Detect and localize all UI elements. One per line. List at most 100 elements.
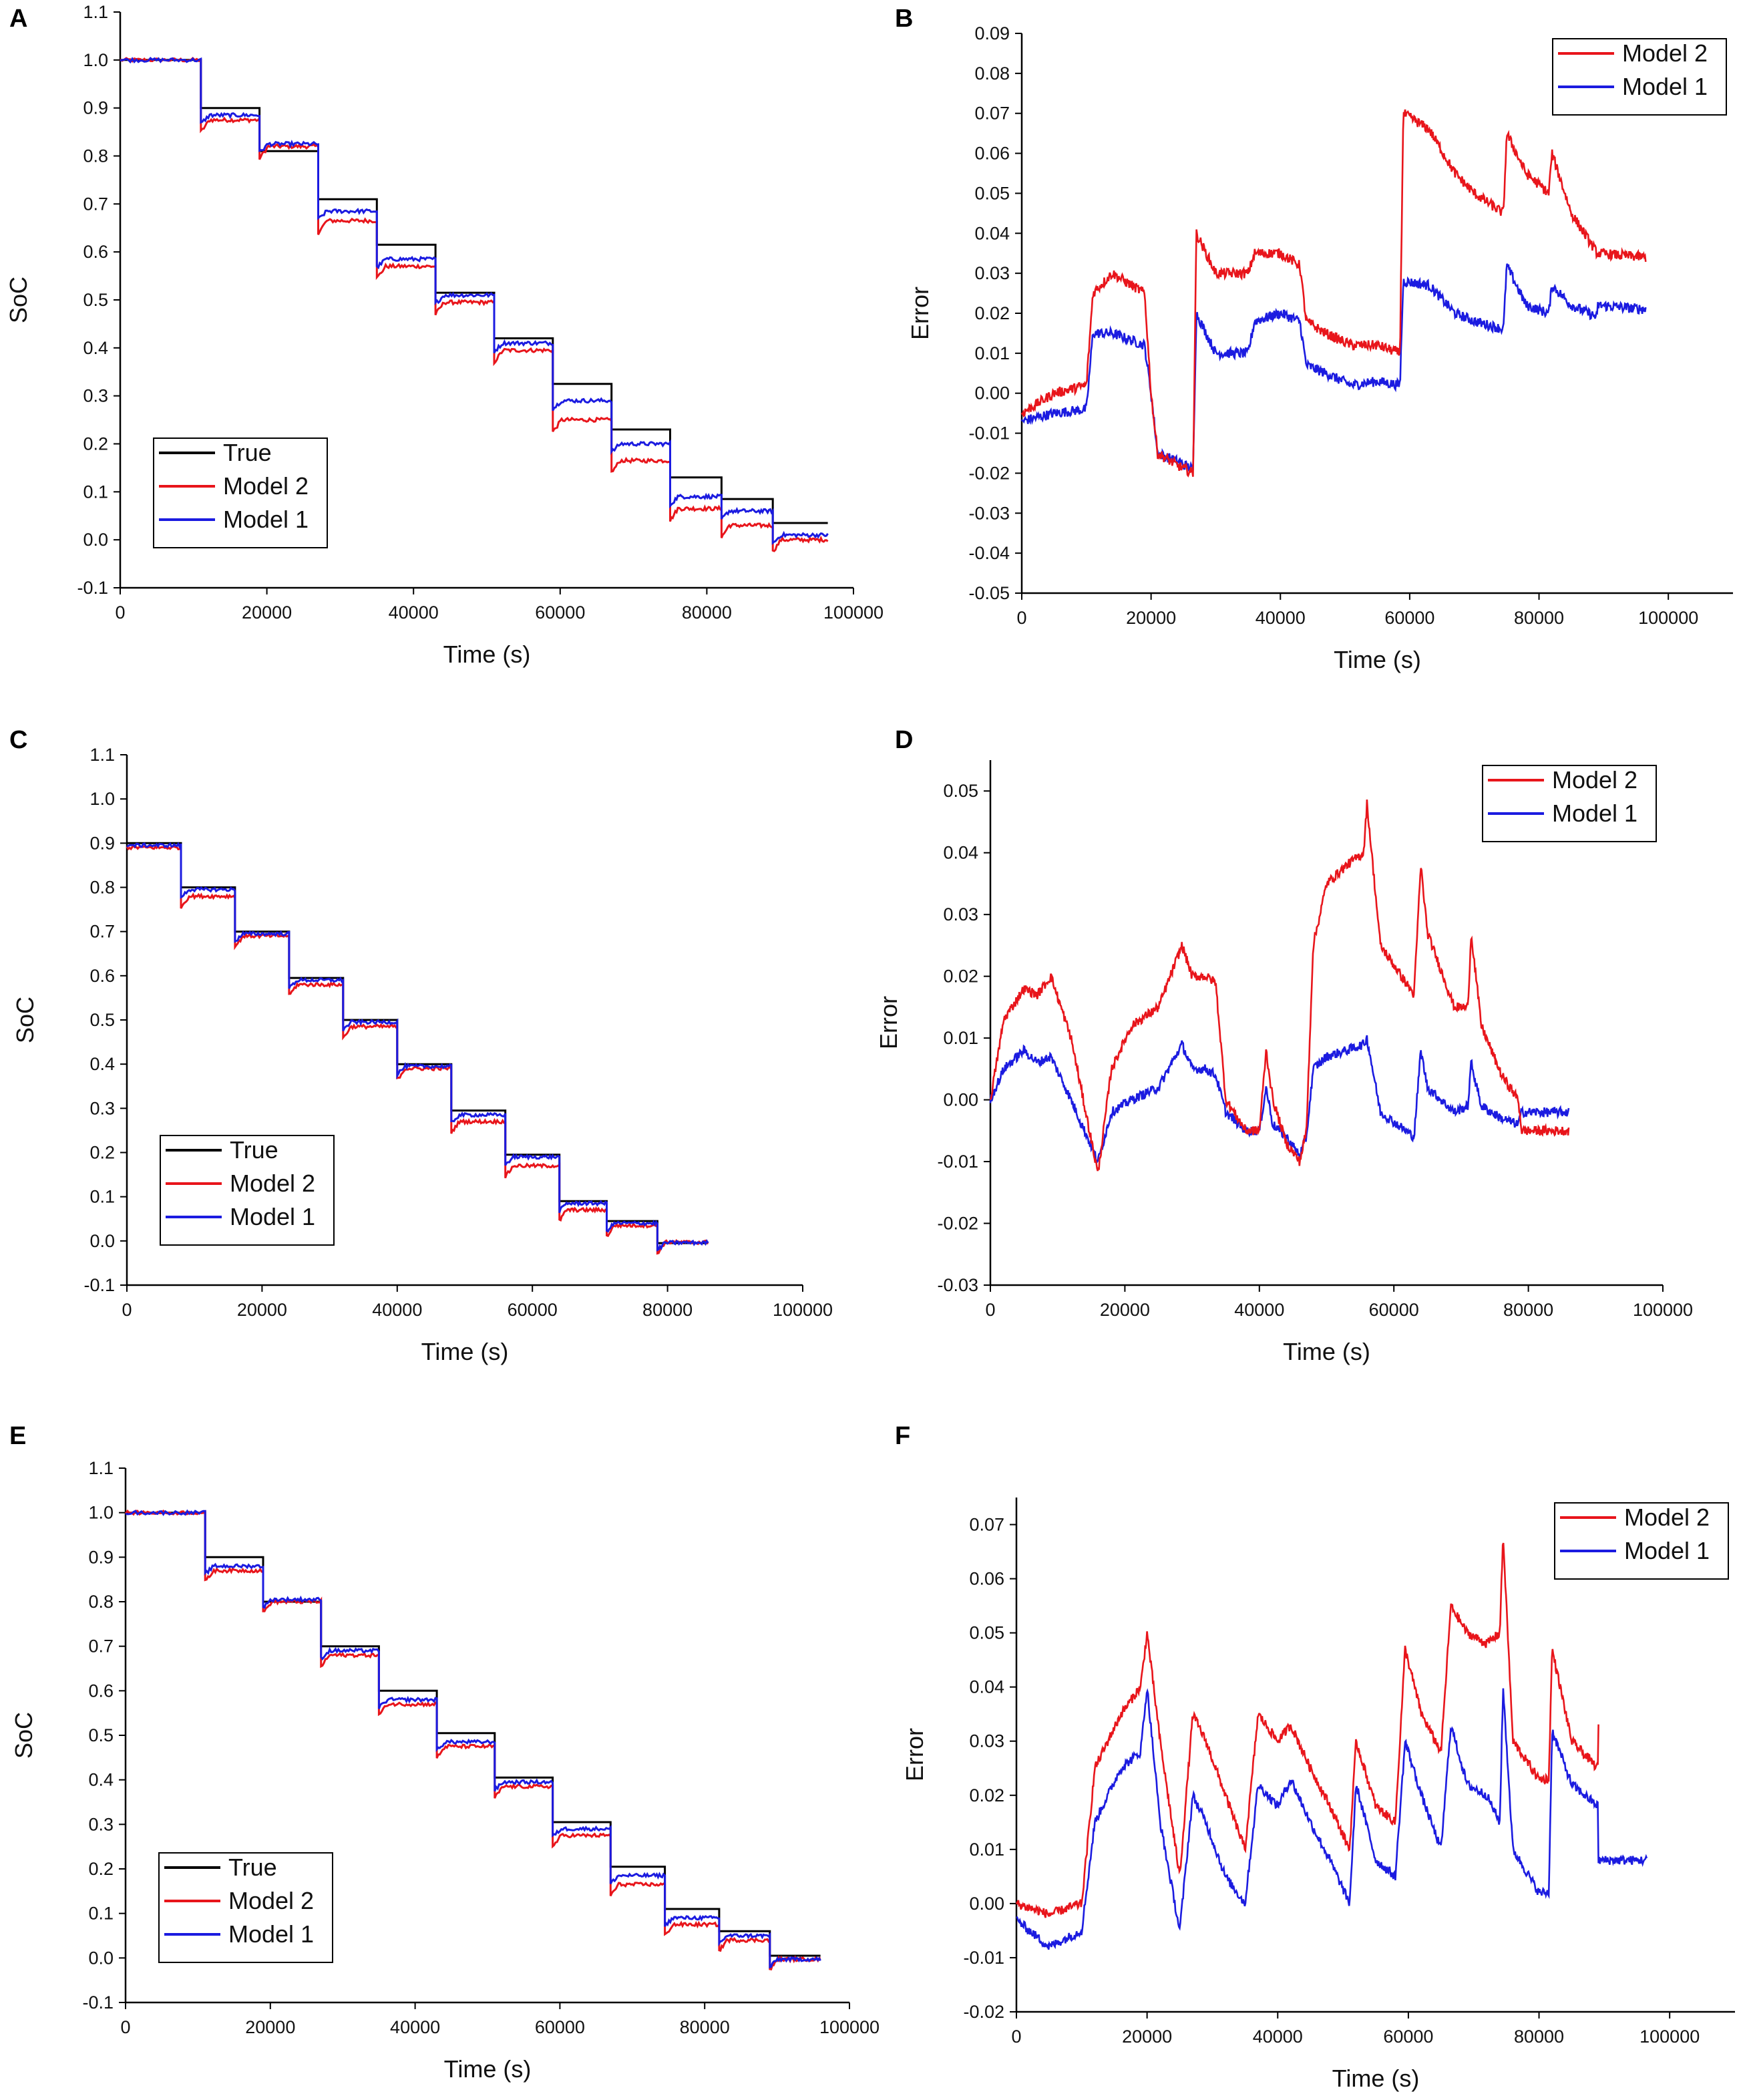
panel-A: A 0 20000 40000 60000 80000 100000-0.10.00.10… [5, 2, 884, 668]
x-tick-label: 20000 [1122, 2027, 1172, 2047]
y-axis-label: Error [906, 287, 934, 340]
panel-label: B [895, 5, 913, 33]
series-line-model-1 [1020, 263, 1647, 472]
y-tick-label: 0.6 [89, 966, 115, 986]
legend-label: Model 1 [230, 1203, 315, 1230]
x-axis-label: Time (s) [443, 641, 531, 668]
x-axis-label: Time (s) [1283, 1338, 1370, 1365]
legend: Model 2 Model 1 [1482, 765, 1657, 842]
legend: True Model 2 Model 1 [160, 1135, 335, 1246]
legend-label: Model 2 [228, 1887, 314, 1914]
y-tick-label: 0.02 [969, 1785, 1004, 1805]
legend-box [1552, 38, 1727, 116]
x-tick-label: 40000 [1255, 608, 1306, 628]
x-tick-label: 0 [1011, 2027, 1021, 2047]
y-tick-label: 0.06 [974, 144, 1010, 164]
legend-label: Model 2 [223, 472, 309, 500]
legend: True Model 2 Model 1 [153, 437, 328, 548]
y-tick-label: 0.2 [89, 1143, 115, 1163]
panel-label: D [895, 726, 913, 754]
axes: 0 20000 40000 60000 80000 100000 -0.05 -0.04 -0.… [906, 23, 1733, 673]
y-tick-label: 0.6 [83, 242, 108, 262]
x-tick-label: 60000 [535, 2017, 585, 2037]
y-tick-label: 1.1 [89, 745, 115, 765]
y-tick-label: 0.03 [974, 263, 1010, 283]
x-tick-label: 20000 [242, 602, 292, 623]
y-tick-label: 0.02 [943, 967, 978, 987]
y-tick-label: 0.3 [83, 386, 108, 406]
y-tick-label: -0.02 [963, 2002, 1004, 2022]
x-axis-label: Time (s) [421, 1338, 509, 1365]
y-tick-label: 0.6 [88, 1681, 114, 1701]
y-tick-label: 0.05 [969, 1623, 1004, 1643]
x-tick-label: 40000 [372, 1300, 422, 1320]
x-tick-label: 80000 [1514, 608, 1564, 628]
x-tick-label: 100000 [819, 2017, 880, 2037]
y-tick-label: 0.9 [88, 1547, 114, 1567]
y-tick-label: -0.02 [937, 1214, 978, 1234]
y-tick-label: 0.4 [89, 1054, 115, 1074]
legend-label: True [223, 439, 272, 466]
x-tick-label: 60000 [1384, 608, 1434, 628]
x-tick-label: 60000 [1383, 2027, 1433, 2047]
y-tick-label: 0.0 [89, 1231, 115, 1251]
y-axis-label: Error [875, 996, 902, 1049]
y-tick-label: 0.4 [83, 338, 108, 358]
y-tick-label: 0.09 [974, 23, 1010, 43]
x-tick-label: 20000 [1100, 1300, 1150, 1320]
y-tick-label: 1.0 [88, 1503, 114, 1523]
y-tick-label: -0.1 [82, 1992, 114, 2012]
y-tick-label: 1.1 [88, 1458, 114, 1478]
y-tick-label: 0.8 [89, 878, 115, 898]
series-line-model-1 [125, 1509, 821, 1969]
legend-label: Model 2 [1624, 1504, 1710, 1531]
y-tick-label: -0.03 [937, 1275, 978, 1295]
y-tick-label: -0.1 [77, 578, 108, 598]
axes: 0 20000 40000 60000 80000 100000 -0.1 0.0 0.1 0.2… [10, 1458, 880, 2083]
legend-label: Model 1 [1622, 73, 1708, 100]
x-tick-label: 80000 [1503, 1300, 1553, 1320]
series-line-model-1 [1016, 1688, 1648, 1950]
y-tick-label: 0.06 [969, 1569, 1004, 1589]
x-axis-label: Time (s) [444, 2055, 532, 2083]
legend-label: Model 2 [1552, 766, 1637, 794]
axes: 0 20000 40000 60000 80000 100000 -0.02 -0.01 0.0… [901, 1498, 1735, 2092]
x-tick-label: 0 [120, 2017, 130, 2037]
legend-box [160, 1135, 335, 1246]
x-axis-label: Time (s) [1332, 2065, 1420, 2092]
series-line-model-1 [126, 842, 709, 1252]
y-tick-label: 0.5 [89, 1010, 115, 1030]
y-tick-label: 0.7 [89, 922, 115, 942]
y-tick-label: 0.07 [969, 1515, 1004, 1535]
y-tick-label: 0.3 [88, 1814, 114, 1834]
legend-label: Model 2 [230, 1170, 315, 1197]
panel-label: E [9, 1422, 26, 1450]
panel-E: E 0 20000 40000 60000 80000 100000-0.10.00.10… [9, 1422, 880, 2083]
y-tick-label: 0.00 [974, 383, 1010, 403]
y-tick-label: 0.00 [969, 1894, 1004, 1914]
y-tick-label: 0.1 [88, 1904, 114, 1924]
panel-label: A [9, 5, 27, 33]
y-tick-label: -0.04 [968, 543, 1010, 563]
y-tick-label: 1.0 [89, 789, 115, 809]
y-axis-label: SoC [5, 277, 32, 323]
legend: True Model 2 Model 1 [158, 1852, 333, 1963]
axes: 0 20000 40000 60000 80000 100000 -0.1 0.0 0.1 0.2… [5, 2, 884, 668]
y-tick-label: 0.05 [974, 183, 1010, 203]
axes: 0 20000 40000 60000 80000 100000 -0.1 0.0 0.1 0.2… [11, 745, 833, 1365]
y-tick-label: 0.7 [83, 194, 108, 214]
y-tick-label: 0.4 [88, 1770, 114, 1790]
legend-box [158, 1852, 333, 1963]
y-tick-label: 0.04 [969, 1677, 1004, 1697]
x-axis-label: Time (s) [1334, 646, 1421, 673]
legend-label: True [228, 1854, 277, 1881]
y-tick-label: -0.05 [968, 583, 1010, 603]
y-tick-label: 1.1 [83, 2, 108, 22]
x-tick-label: 100000 [1638, 608, 1698, 628]
x-tick-label: 40000 [1253, 2027, 1303, 2047]
series-line-model-2 [989, 800, 1570, 1172]
legend: Model 2 Model 1 [1554, 1502, 1729, 1580]
x-tick-label: 40000 [1234, 1300, 1284, 1320]
y-tick-label: 0.9 [83, 98, 108, 118]
y-tick-label: 0.01 [943, 1028, 978, 1048]
